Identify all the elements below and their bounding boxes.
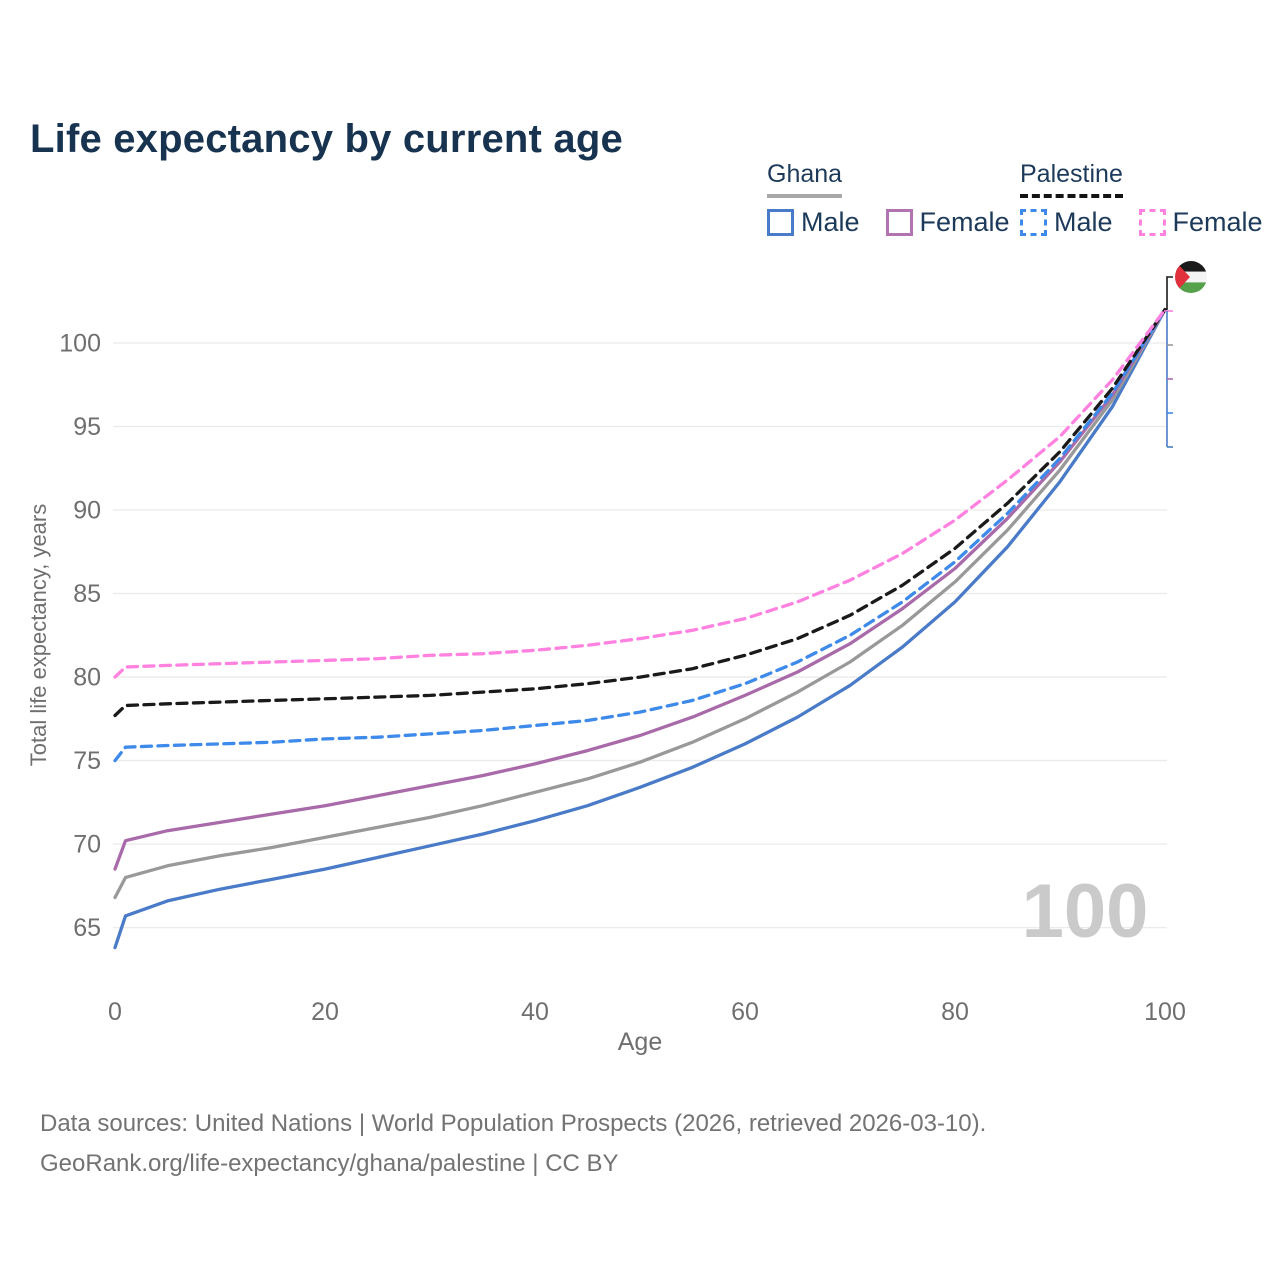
palestine-male-swatch-icon [1020,209,1047,236]
leader-line [1166,276,1173,310]
ghana-female-swatch-icon [885,209,913,236]
y-tick-label: 90 [73,497,101,525]
legend-item-ghana-female[interactable]: Female [885,207,1010,238]
ghana-male-swatch-icon [767,209,794,236]
palestine-flag-icon [1175,261,1207,293]
legend-item-ghana-male[interactable]: Male [767,207,860,238]
series-line-palestine-male[interactable] [113,307,1167,763]
y-tick-label: 65 [73,914,101,942]
page-title: Life expectancy by current age [30,116,623,161]
legend-item-label: Female [919,207,1010,237]
y-tick-label: 70 [73,831,101,859]
age-watermark: 100 [1022,869,1149,954]
x-tick-label: 60 [731,998,759,1026]
y-tick-label: 95 [73,413,101,441]
legend-item-palestine-female[interactable]: Female [1138,207,1263,238]
series-line-ghana-female[interactable] [113,307,1167,871]
legend-item-label: Female [1172,207,1263,237]
legend-country-ghana[interactable]: Ghana [767,160,843,198]
series-line-ghana[interactable] [113,307,1167,900]
series-line-palestine-female[interactable] [113,307,1167,679]
data-sources-line: Data sources: United Nations | World Pop… [40,1110,987,1137]
chart-legend: Ghana Male Female Palestine Male Female [0,160,1280,240]
y-tick-label: 80 [73,664,101,692]
x-axis-title: Age [618,1028,662,1056]
series-line-palestine[interactable] [113,307,1167,718]
x-tick-label: 40 [521,998,549,1026]
x-tick-label: 0 [108,998,122,1026]
palestine-female-swatch-icon [1138,209,1166,236]
y-axis-title: Total life expectancy, years [26,504,51,767]
footer: Data sources: United Nations | World Pop… [40,1104,1240,1184]
x-tick-label: 80 [941,998,969,1026]
y-tick-label: 75 [73,747,101,775]
y-tick-label: 100 [59,330,101,358]
series-line-ghana-male[interactable] [113,307,1167,950]
legend-group-ghana: Ghana Male Female [767,160,1010,238]
legend-country-palestine[interactable]: Palestine [1020,160,1123,198]
y-tick-label: 85 [73,580,101,608]
legend-item-label: Male [1054,207,1113,237]
legend-item-label: Male [801,207,860,237]
x-tick-label: 20 [311,998,339,1026]
legend-group-palestine: Palestine Male Female [1020,160,1263,238]
legend-item-palestine-male[interactable]: Male [1020,207,1113,238]
x-tick-label: 100 [1144,998,1186,1026]
source-url-line: GeoRank.org/life-expectancy/ghana/palest… [40,1150,619,1177]
